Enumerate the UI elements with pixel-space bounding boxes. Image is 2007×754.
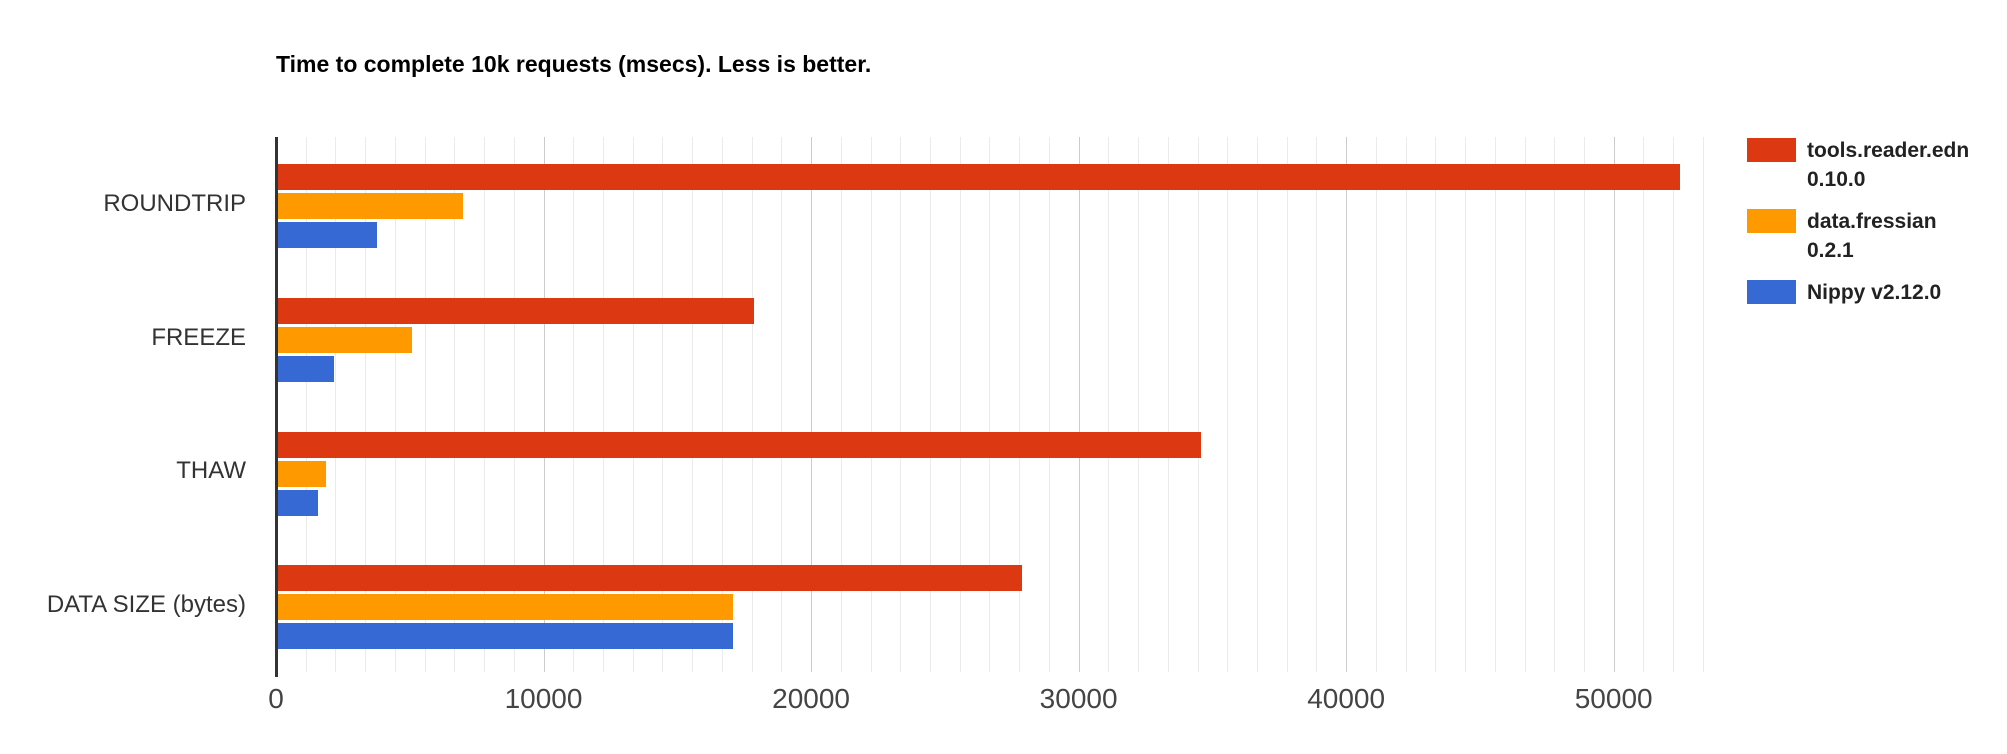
bar[interactable] (278, 431, 1201, 458)
minor-gridline (929, 137, 931, 672)
minor-gridline (751, 137, 753, 672)
minor-gridline (1138, 137, 1140, 672)
minor-gridline (870, 137, 872, 672)
minor-gridline (1197, 137, 1199, 672)
minor-gridline (1227, 137, 1229, 672)
minor-gridline (1643, 137, 1645, 672)
minor-gridline (1167, 137, 1169, 672)
legend-label: tools.reader.edn 0.10.0 (1807, 139, 1970, 191)
value-axis-tick-label: 10000 (504, 683, 583, 714)
minor-gridline (1286, 137, 1288, 672)
major-gridline (543, 137, 545, 672)
bar[interactable] (278, 594, 733, 621)
minor-gridline (305, 137, 307, 672)
major-gridline (1078, 137, 1080, 672)
value-axis-tick-label: 30000 (1039, 683, 1118, 714)
bar[interactable] (278, 326, 412, 353)
value-axis-tick-label: 50000 (1574, 683, 1653, 714)
minor-gridline (394, 137, 396, 672)
minor-gridline (1405, 137, 1407, 672)
minor-gridline (1435, 137, 1437, 672)
minor-gridline (1673, 137, 1675, 672)
legend-swatch-icon (1747, 209, 1796, 233)
minor-gridline (781, 137, 783, 672)
major-gridline (811, 137, 813, 672)
value-axis-tick-label: 20000 (772, 683, 850, 714)
minor-gridline (959, 137, 961, 672)
bar[interactable] (278, 164, 1680, 190)
minor-gridline (632, 137, 634, 672)
category-label: ROUNDTRIP (103, 189, 246, 217)
minor-gridline (1524, 137, 1526, 672)
minor-gridline (1465, 137, 1467, 672)
minor-gridline (573, 137, 575, 672)
bar[interactable] (278, 193, 463, 219)
minor-gridline (1108, 137, 1110, 672)
minor-gridline (1702, 137, 1704, 672)
chart-title: Time to complete 10k requests (msecs). L… (276, 51, 872, 77)
y-axis-line (275, 137, 278, 677)
major-gridline (1346, 137, 1348, 672)
minor-gridline (602, 137, 604, 672)
legend-label: Nippy v2.12.0 (1807, 281, 1942, 304)
plot-area (276, 137, 1710, 672)
minor-gridline (484, 137, 486, 672)
minor-gridline (721, 137, 723, 672)
category-label: FREEZE (151, 323, 246, 351)
legend: tools.reader.edn 0.10.0 data.fressian 0.2.1… (1747, 136, 2003, 320)
value-axis-tick-label: 0 (268, 683, 284, 714)
legend-swatch-icon (1747, 280, 1796, 304)
minor-gridline (1019, 137, 1021, 672)
minor-gridline (454, 137, 456, 672)
bar[interactable] (278, 489, 319, 516)
minor-gridline (365, 137, 367, 672)
bar[interactable] (278, 460, 327, 487)
minor-gridline (1583, 137, 1585, 672)
minor-gridline (1256, 137, 1258, 672)
minor-gridline (1316, 137, 1318, 672)
category-label: DATA SIZE (bytes) (46, 591, 246, 619)
bar[interactable] (278, 623, 733, 650)
minor-gridline (1494, 137, 1496, 672)
minor-gridline (1048, 137, 1050, 672)
minor-gridline (900, 137, 902, 672)
minor-gridline (513, 137, 515, 672)
minor-gridline (335, 137, 337, 672)
bar[interactable] (278, 565, 1022, 592)
minor-gridline (989, 137, 991, 672)
legend-label: data.fressian 0.2.1 (1807, 210, 1937, 262)
legend-entry: Nippy v2.12.0 (1747, 278, 2003, 307)
legend-swatch-icon (1747, 138, 1796, 162)
bar[interactable] (278, 222, 377, 248)
value-axis-tick-label: 40000 (1307, 683, 1386, 714)
minor-gridline (662, 137, 664, 672)
minor-gridline (1554, 137, 1556, 672)
minor-gridline (424, 137, 426, 672)
legend-entry: tools.reader.edn 0.10.0 (1747, 136, 2003, 194)
minor-gridline (1375, 137, 1377, 672)
bar[interactable] (278, 297, 755, 324)
legend-entry: data.fressian 0.2.1 (1747, 207, 2003, 265)
minor-gridline (840, 137, 842, 672)
category-label: THAW (176, 457, 246, 485)
bar[interactable] (278, 355, 335, 382)
major-gridline (1613, 137, 1615, 672)
minor-gridline (692, 137, 694, 672)
